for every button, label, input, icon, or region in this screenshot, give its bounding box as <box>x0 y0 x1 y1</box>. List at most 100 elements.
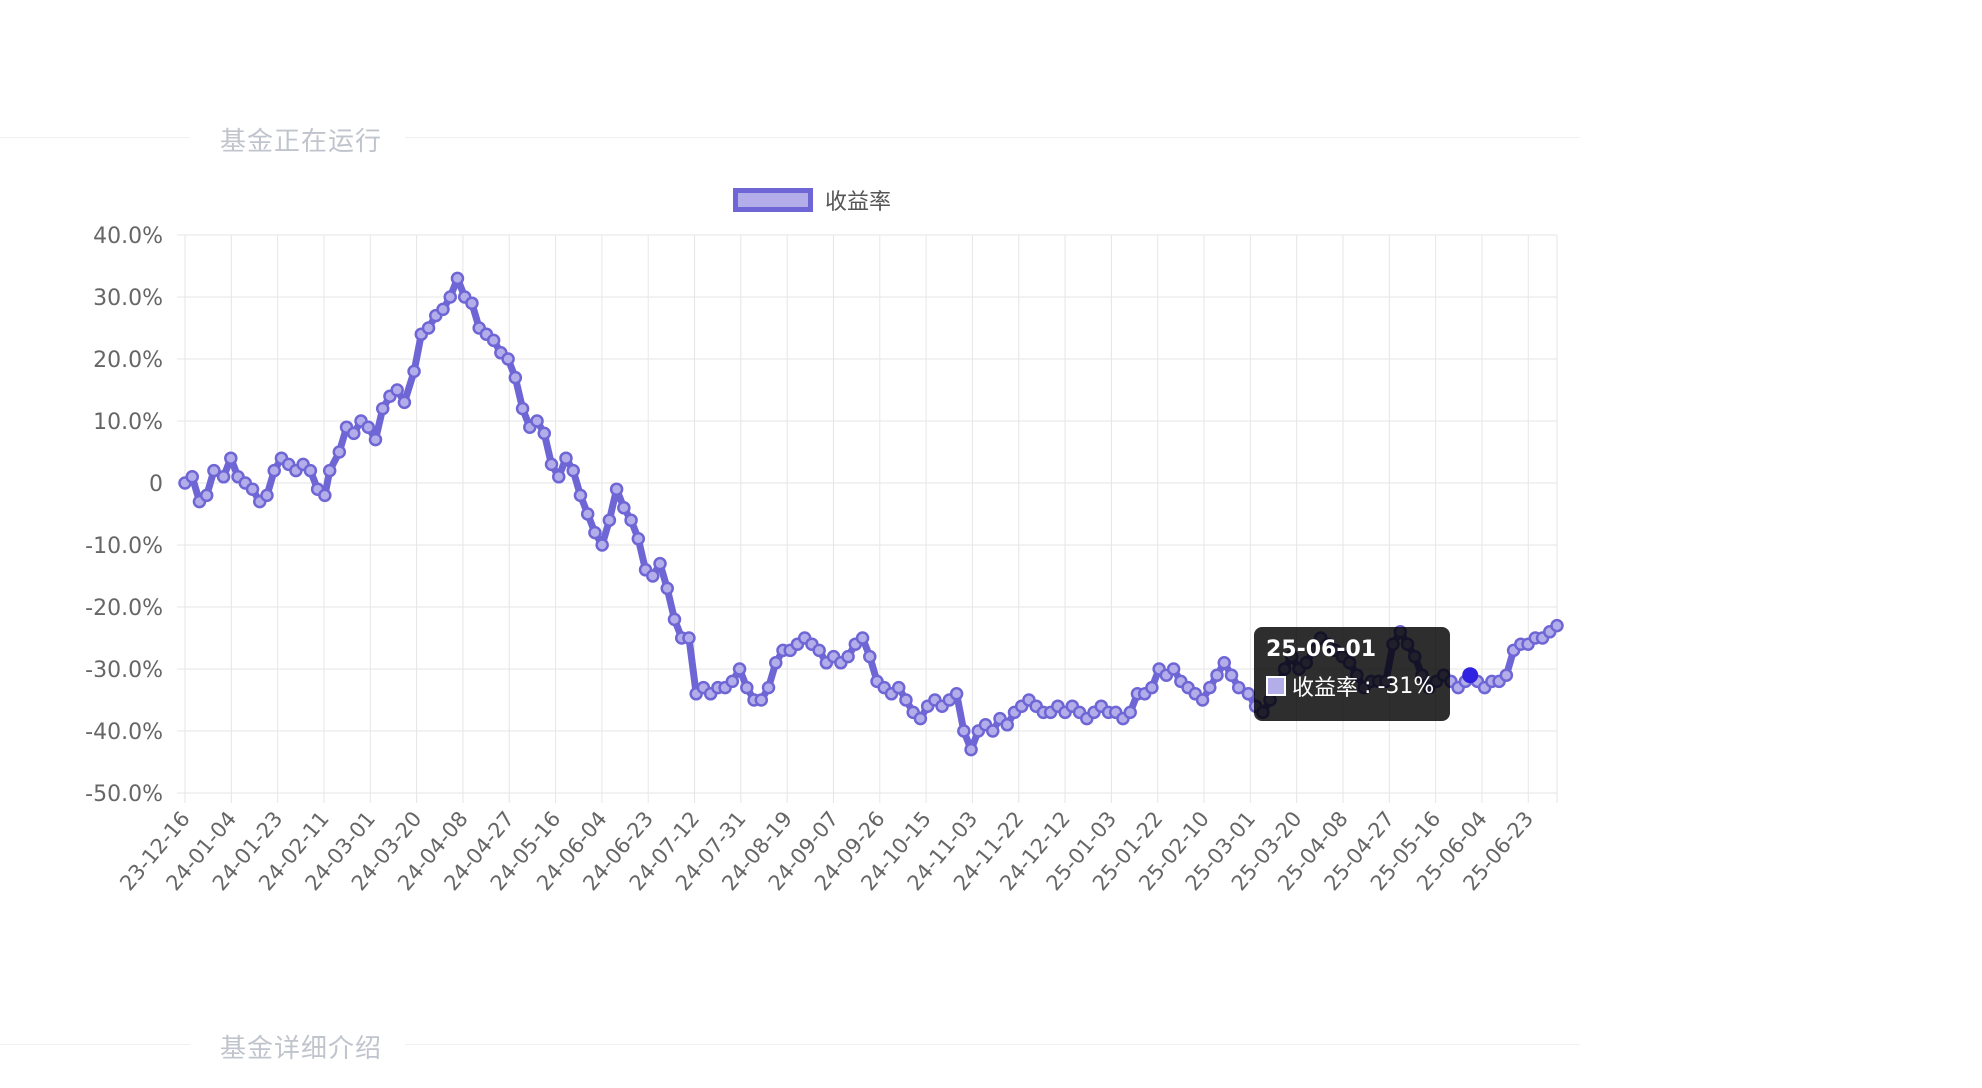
data-point <box>740 680 754 695</box>
data-point <box>450 271 465 286</box>
data-point <box>332 445 347 459</box>
data-point <box>368 432 383 447</box>
y-tick-label: -10.0% <box>85 534 163 559</box>
data-point <box>397 395 412 410</box>
divider-line-right <box>405 137 1580 138</box>
data-point <box>361 420 376 434</box>
divider-line-right <box>405 1044 1580 1045</box>
data-point <box>624 513 638 527</box>
data-point <box>1224 668 1239 682</box>
data-point <box>551 470 566 484</box>
data-point <box>617 501 631 515</box>
data-point <box>515 401 530 416</box>
legend-swatch[interactable] <box>733 188 813 212</box>
data-point <box>501 352 515 366</box>
data-point <box>508 370 523 385</box>
data-point <box>260 488 274 503</box>
data-point <box>1195 693 1210 707</box>
divider-line-left <box>0 1044 190 1045</box>
data-point <box>537 426 552 441</box>
y-tick-label: 20.0% <box>93 348 163 373</box>
data-point <box>588 525 602 540</box>
data-point <box>1000 718 1014 732</box>
data-point <box>631 532 646 546</box>
data-point <box>443 290 457 304</box>
data-point <box>986 724 1000 738</box>
data-point <box>646 569 660 583</box>
data-point <box>863 649 877 664</box>
data-point <box>1210 668 1224 682</box>
data-point <box>1231 680 1246 695</box>
legend-label[interactable]: 收益率 <box>825 190 892 215</box>
data-point <box>667 612 682 627</box>
data-point <box>347 426 361 441</box>
data-point <box>957 724 971 738</box>
data-point <box>913 711 928 726</box>
data-point <box>855 631 870 645</box>
y-tick-label: 40.0% <box>93 224 163 249</box>
data-point <box>761 680 776 695</box>
tooltip-row: 收益率: -31% <box>1266 670 1438 702</box>
data-point <box>1123 705 1137 720</box>
data-point <box>245 482 260 496</box>
section-title-running: 基金正在运行 <box>220 127 383 157</box>
chart-tooltip: 25-06-01 收益率: -31% <box>1254 627 1450 721</box>
data-point <box>1145 680 1159 695</box>
data-point <box>899 693 913 707</box>
tooltip-title: 25-06-01 <box>1266 637 1377 662</box>
data-point <box>682 631 696 645</box>
data-point <box>207 463 221 478</box>
data-point <box>216 470 231 484</box>
y-tick-label: -50.0% <box>85 782 163 807</box>
data-point <box>653 556 667 571</box>
divider-line-left <box>0 137 190 138</box>
data-point <box>964 742 978 757</box>
data-point <box>1203 680 1217 695</box>
section-title-detail: 基金详细介绍 <box>220 1034 383 1064</box>
data-point <box>609 482 624 496</box>
tooltip-value: -31% <box>1377 673 1435 699</box>
data-point <box>465 296 479 310</box>
data-point <box>375 401 390 416</box>
data-point <box>573 488 588 503</box>
data-point <box>732 662 747 676</box>
tooltip-swatch <box>1266 676 1286 696</box>
data-point <box>559 451 573 465</box>
data-point <box>318 488 332 503</box>
tooltip-series-label: 收益率 <box>1292 676 1359 701</box>
y-tick-label: 30.0% <box>93 286 163 311</box>
section-divider-detail: 基金详细介绍 <box>0 1024 1580 1064</box>
data-point <box>769 656 783 670</box>
chart-canvas[interactable]: -50.0% -40.0% -30.0% -20.0% -10.0% 0 10.0% 20.0… <box>0 170 1982 930</box>
data-point <box>322 463 337 478</box>
data-point <box>486 333 501 348</box>
data-point <box>602 513 617 527</box>
y-tick-label: 10.0% <box>93 410 163 435</box>
data-point <box>407 364 421 379</box>
y-tick-label: -30.0% <box>85 658 163 683</box>
section-divider-running: 基金正在运行 <box>0 117 1580 157</box>
data-point <box>580 507 595 521</box>
data-point <box>595 538 609 552</box>
data-point <box>185 470 199 484</box>
data-point <box>224 451 238 465</box>
data-point <box>390 383 404 397</box>
y-tick-label: 0 <box>149 472 163 497</box>
chart-legend[interactable]: 收益率 <box>733 184 891 216</box>
returns-chart[interactable]: -50.0% -40.0% -30.0% -20.0% -10.0% 0 10.0% 20.0… <box>0 170 1982 930</box>
data-point <box>891 680 906 695</box>
data-point <box>199 488 214 503</box>
y-tick-label: -40.0% <box>85 720 163 745</box>
data-point <box>949 687 964 701</box>
data-point <box>660 581 674 596</box>
data-point <box>530 414 544 428</box>
data-point <box>303 463 318 478</box>
data-point <box>1499 668 1514 682</box>
data-point <box>421 321 436 335</box>
y-tick-label: -20.0% <box>85 596 163 621</box>
data-point <box>436 302 450 317</box>
data-point <box>566 463 580 478</box>
data-point <box>725 674 740 689</box>
data-point <box>1241 687 1256 701</box>
data-point <box>841 649 855 664</box>
